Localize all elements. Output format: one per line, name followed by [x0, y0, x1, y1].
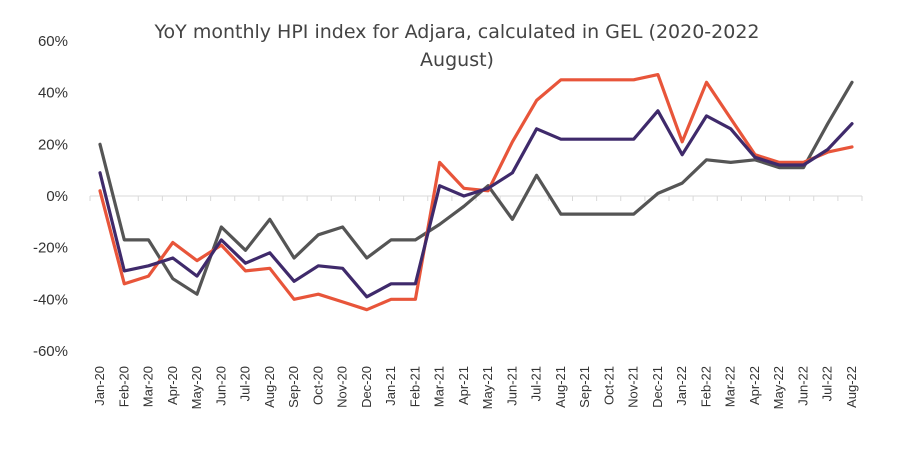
- x-tick-label: Feb-20: [116, 366, 131, 407]
- x-tick-label: Oct-21: [601, 366, 616, 405]
- x-tick-label: Aug-21: [553, 366, 568, 408]
- x-tick-label: Apr-21: [456, 366, 471, 405]
- y-tick-label: -40%: [33, 291, 68, 308]
- x-tick-label: Feb-21: [407, 366, 422, 407]
- x-tick-label: Mar-20: [141, 366, 156, 407]
- x-axis-ticks: Jan-20 Feb-20 Mar-20 Apr-20 May-20 Jun-20 Jul-…: [92, 366, 859, 409]
- x-tick-label: May-21: [480, 366, 495, 409]
- series-lines: [98, 72, 854, 312]
- x-tick-label: Jul-22: [820, 366, 835, 401]
- series-line-3: [98, 80, 854, 296]
- x-tick-label: Jan-22: [674, 366, 689, 406]
- x-tick-label: Apr-22: [747, 366, 762, 405]
- x-tick-label: Jul-20: [238, 366, 253, 401]
- y-tick-label: 60%: [38, 33, 68, 50]
- series-line-2: [98, 109, 854, 299]
- chart-title-line-2: August): [420, 49, 494, 71]
- x-tick-label: Nov-21: [626, 366, 641, 408]
- x-tick-label: Mar-21: [432, 366, 447, 407]
- series-line-1: [98, 72, 854, 312]
- y-axis-ticks: 60% 40% 20% 0% -20% -40% -60%: [33, 33, 68, 360]
- x-tick-label: Oct-20: [310, 366, 325, 405]
- x-tick-label: Aug-22: [844, 366, 859, 408]
- x-tick-label: May-20: [189, 366, 204, 409]
- x-tick-label: Nov-20: [335, 366, 350, 408]
- x-tick-label: Mar-22: [723, 366, 738, 407]
- y-tick-label: -20%: [33, 240, 68, 257]
- x-tick-label: Sep-21: [577, 366, 592, 408]
- x-tick-label: Jan-20: [92, 366, 107, 406]
- x-tick-label: Jan-21: [383, 366, 398, 406]
- x-tick-label: Dec-21: [650, 366, 665, 408]
- x-tick-label: Dec-20: [359, 366, 374, 408]
- chart-title-line-1: YoY monthly HPI index for Adjara, calcul…: [153, 21, 759, 43]
- y-tick-label: -60%: [33, 343, 68, 360]
- y-tick-label: 0%: [46, 188, 68, 205]
- y-tick-label: 20%: [38, 136, 68, 153]
- chart-title: YoY monthly HPI index for Adjara, calcul…: [153, 21, 759, 71]
- x-tick-label: Jul-21: [529, 366, 544, 401]
- x-tick-label: May-22: [771, 366, 786, 409]
- y-tick-label: 40%: [38, 85, 68, 102]
- x-tick-label: Aug-20: [262, 366, 277, 408]
- x-tick-label: Feb-22: [698, 366, 713, 407]
- x-tick-label: Jun-22: [795, 366, 810, 406]
- x-tick-label: Sep-20: [286, 366, 301, 408]
- x-tick-label: Jun-21: [504, 366, 519, 406]
- x-tick-label: Apr-20: [165, 366, 180, 405]
- x-tick-label: Jun-20: [213, 366, 228, 406]
